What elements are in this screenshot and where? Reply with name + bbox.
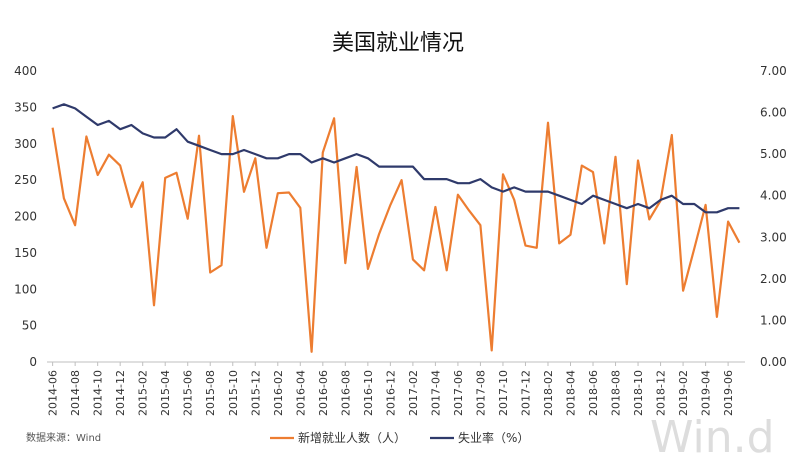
x-tick-label: 2017-12 xyxy=(519,370,532,416)
x-tick-label: 2016-08 xyxy=(339,370,352,416)
x-tick-label: 2017-10 xyxy=(497,370,510,416)
right-axis-ticks: 0.00 1.00 2.00 3.00 4.00 5.00 6.00 7.00 xyxy=(760,64,787,369)
right-tick-label: 4.00 xyxy=(760,189,787,203)
left-tick-label: 250 xyxy=(14,173,37,187)
right-tick-label: 0.00 xyxy=(760,355,787,369)
x-tick-label: 2018-06 xyxy=(587,370,600,416)
left-tick-label: 150 xyxy=(14,246,37,260)
x-tick-label: 2018-04 xyxy=(565,370,578,416)
right-tick-label: 5.00 xyxy=(760,147,787,161)
right-tick-label: 1.00 xyxy=(760,313,787,327)
x-tick-label: 2018-12 xyxy=(655,370,668,416)
x-tick-label: 2019-04 xyxy=(700,370,713,416)
watermark: Win.d xyxy=(650,412,775,459)
left-tick-label: 50 xyxy=(22,319,37,333)
x-tick-label: 2016-10 xyxy=(362,370,375,416)
x-tick-label: 2018-10 xyxy=(632,370,645,416)
x-tick-label: 2017-02 xyxy=(407,370,420,416)
x-tick-label: 2017-08 xyxy=(474,370,487,416)
source-note: 数据来源：Wind xyxy=(26,431,101,444)
x-tick-label: 2014-08 xyxy=(69,370,82,416)
x-tick-label: 2019-02 xyxy=(677,370,690,416)
x-tick-label: 2017-04 xyxy=(429,370,442,416)
x-tick-label: 2018-08 xyxy=(610,370,623,416)
series-layer xyxy=(51,103,741,353)
x-tick-label: 2014-10 xyxy=(92,370,105,416)
right-tick-label: 6.00 xyxy=(760,106,787,120)
left-tick-label: 400 xyxy=(14,64,37,78)
right-tick-label: 2.00 xyxy=(760,272,787,286)
x-tick-label: 2018-02 xyxy=(542,370,555,416)
x-tick-label: 2015-10 xyxy=(227,370,240,416)
chart-title: 美国就业情况 xyxy=(332,31,464,56)
x-tick-label: 2014-12 xyxy=(114,370,127,416)
series-line-0 xyxy=(51,114,741,353)
right-tick-label: 3.00 xyxy=(760,230,787,244)
x-axis-ticks: 2014-06 2014-08 2014-10 2014-12 2015-02 2015-… xyxy=(47,362,735,416)
x-tick-label: 2015-02 xyxy=(137,370,150,416)
x-tick-label: 2015-12 xyxy=(249,370,262,416)
legend: 新增就业人数（人） 失业率（%） xyxy=(270,430,529,445)
x-tick-label: 2016-12 xyxy=(384,370,397,416)
series-line-1 xyxy=(52,103,740,214)
x-tick-label: 2016-06 xyxy=(317,370,330,416)
legend-label-0: 新增就业人数（人） xyxy=(298,430,406,445)
x-tick-label: 2019-06 xyxy=(722,370,735,416)
left-axis-ticks: 0 50 100 150 200 250 300 350 400 xyxy=(14,64,37,369)
left-tick-label: 200 xyxy=(14,210,37,224)
x-tick-label: 2017-06 xyxy=(452,370,465,416)
x-tick-label: 2016-02 xyxy=(272,370,285,416)
x-tick-label: 2015-06 xyxy=(182,370,195,416)
left-tick-label: 300 xyxy=(14,137,37,151)
x-tick-label: 2015-08 xyxy=(204,370,217,416)
x-tick-label: 2016-04 xyxy=(294,370,307,416)
right-tick-label: 7.00 xyxy=(760,64,787,78)
left-tick-label: 100 xyxy=(14,282,37,296)
legend-label-1: 失业率（%） xyxy=(458,430,529,445)
x-tick-label: 2015-04 xyxy=(159,370,172,416)
left-tick-label: 0 xyxy=(29,355,37,369)
left-tick-label: 350 xyxy=(14,100,37,114)
x-tick-label: 2014-06 xyxy=(47,370,60,416)
